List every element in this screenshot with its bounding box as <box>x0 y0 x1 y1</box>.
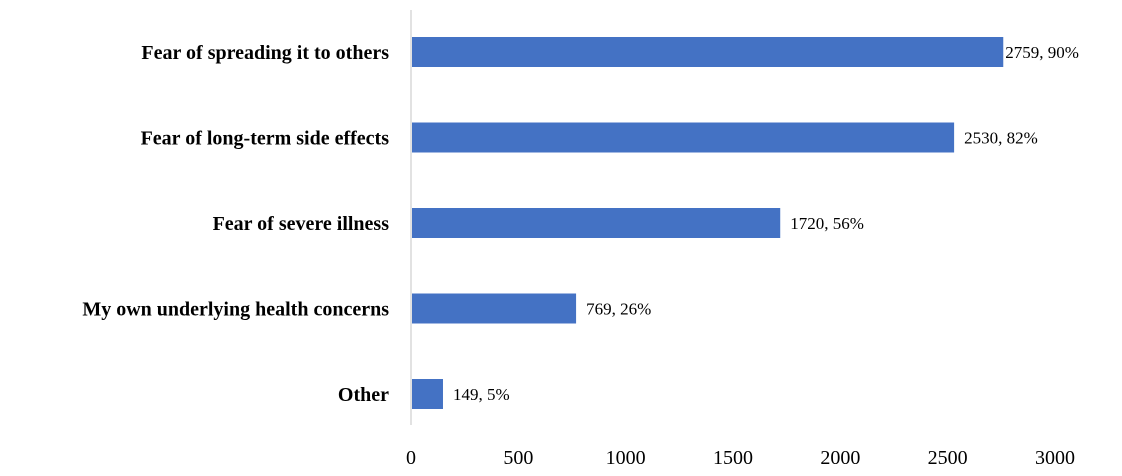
bar <box>412 122 955 153</box>
data-label: 2530, 82% <box>964 129 1038 148</box>
bar <box>412 208 781 238</box>
bar <box>412 37 1004 67</box>
x-tick-label: 2500 <box>928 447 968 469</box>
category-label: My own underlying health concerns <box>82 299 389 321</box>
bar <box>412 379 443 409</box>
bar <box>412 293 577 324</box>
category-label: Fear of long-term side effects <box>141 128 390 150</box>
x-tick-label: 1000 <box>606 447 646 469</box>
x-tick-label: 0 <box>406 447 416 469</box>
category-label: Other <box>338 384 389 406</box>
category-label: Fear of spreading it to others <box>141 42 389 64</box>
x-tick-label: 2000 <box>820 447 860 469</box>
x-tick-label: 3000 <box>1035 447 1075 469</box>
x-tick-label: 1500 <box>713 447 753 469</box>
data-label: 1720, 56% <box>790 214 864 233</box>
category-label: Fear of severe illness <box>213 213 390 235</box>
data-label: 2759, 90% <box>1005 43 1079 62</box>
data-label: 149, 5% <box>453 385 510 404</box>
data-label: 769, 26% <box>586 300 651 319</box>
x-tick-label: 500 <box>503 447 533 469</box>
